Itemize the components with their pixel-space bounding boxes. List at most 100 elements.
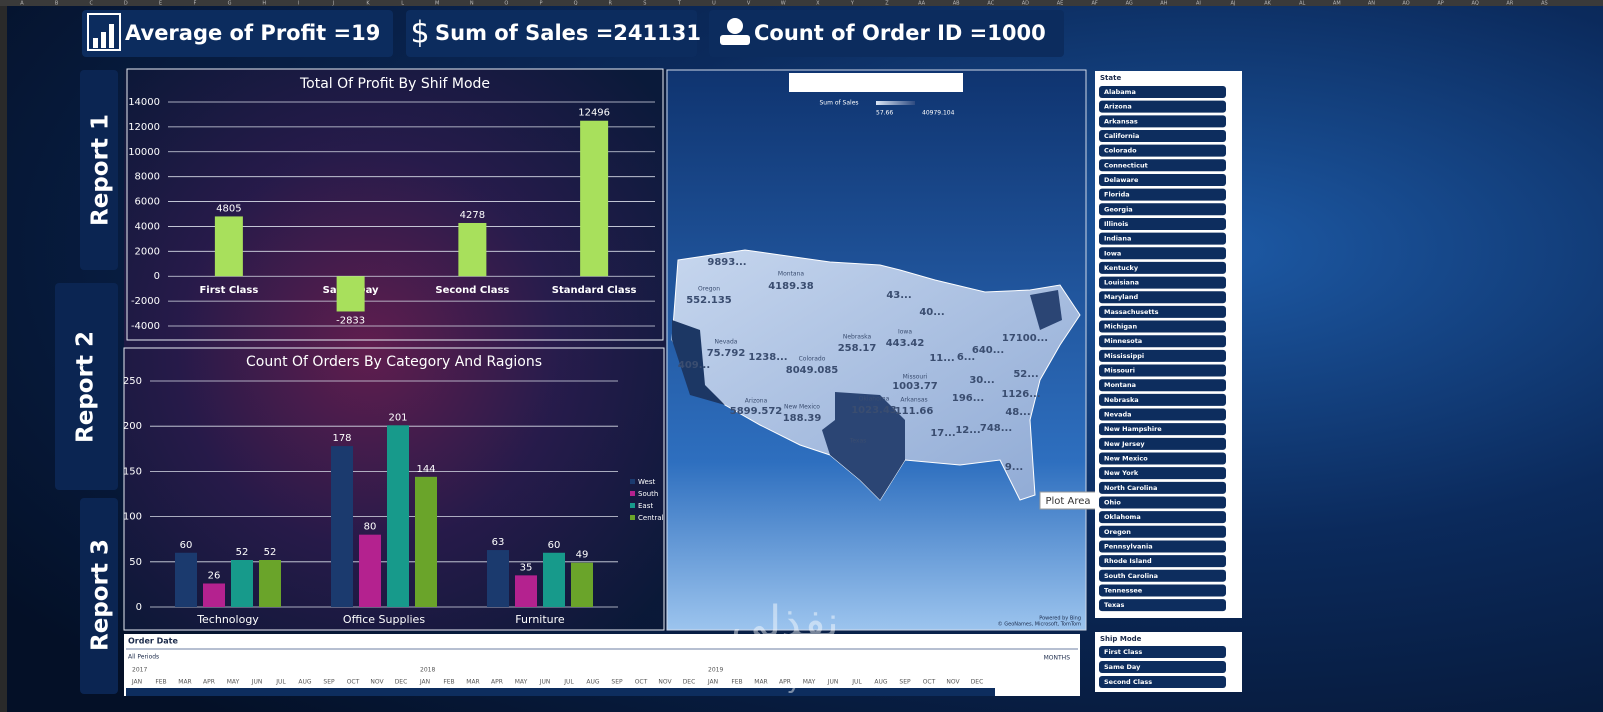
timeline-month[interactable]: APR bbox=[203, 679, 215, 686]
slicer-item-label[interactable]: Arkansas bbox=[1104, 117, 1138, 125]
slicer-item[interactable] bbox=[1099, 661, 1226, 673]
slicer-item[interactable] bbox=[1099, 291, 1226, 304]
slicer-item[interactable] bbox=[1099, 188, 1226, 201]
timeline-month[interactable]: DEC bbox=[971, 679, 984, 686]
slicer-item-label[interactable]: Oklahoma bbox=[1104, 513, 1141, 521]
timeline-bar[interactable] bbox=[126, 688, 995, 696]
slicer-item[interactable] bbox=[1099, 364, 1226, 377]
slicer-item-label[interactable]: Montana bbox=[1104, 381, 1136, 389]
timeline-month[interactable]: SEP bbox=[323, 679, 335, 686]
slicer-item[interactable] bbox=[1099, 540, 1226, 553]
slicer-item[interactable] bbox=[1099, 247, 1226, 260]
slicer-item[interactable] bbox=[1099, 599, 1226, 612]
timeline-month[interactable]: JUN bbox=[251, 679, 263, 686]
report-tab[interactable] bbox=[80, 70, 118, 270]
slicer-item[interactable] bbox=[1099, 320, 1226, 333]
timeline-month[interactable]: NOV bbox=[370, 679, 384, 686]
timeline-month[interactable]: MAY bbox=[515, 679, 528, 686]
slicer-item-label[interactable]: New York bbox=[1104, 469, 1139, 477]
slicer-item-label[interactable]: Minnesota bbox=[1104, 337, 1142, 345]
slicer-item-label[interactable]: Same Day bbox=[1104, 663, 1141, 671]
slicer-item[interactable] bbox=[1099, 379, 1226, 392]
slicer-item-label[interactable]: Rhode Island bbox=[1104, 557, 1152, 565]
slicer-item-label[interactable]: Arizona bbox=[1104, 103, 1132, 111]
timeline-month[interactable]: MAR bbox=[754, 679, 767, 686]
slicer-item[interactable] bbox=[1099, 467, 1226, 480]
slicer-item[interactable] bbox=[1099, 408, 1226, 421]
tab-label[interactable]: Report 2 bbox=[73, 331, 99, 443]
slicer-item[interactable] bbox=[1099, 129, 1226, 142]
slicer-item-label[interactable]: Missouri bbox=[1104, 367, 1135, 375]
slicer-item[interactable] bbox=[1099, 584, 1226, 597]
slicer-item-label[interactable]: California bbox=[1104, 132, 1139, 140]
slicer-item[interactable] bbox=[1099, 115, 1226, 128]
timeline-month[interactable]: DEC bbox=[395, 679, 408, 686]
slicer-item[interactable] bbox=[1099, 452, 1226, 465]
slicer-item-label[interactable]: Nebraska bbox=[1104, 396, 1139, 404]
slicer-item-label[interactable]: Kentucky bbox=[1104, 264, 1139, 272]
timeline-month[interactable]: SEP bbox=[899, 679, 911, 686]
timeline-month[interactable]: OCT bbox=[635, 679, 648, 686]
slicer-item[interactable] bbox=[1099, 173, 1226, 186]
slicer-item-label[interactable]: Indiana bbox=[1104, 235, 1131, 243]
report-tab[interactable] bbox=[55, 283, 118, 490]
timeline-month[interactable]: OCT bbox=[923, 679, 936, 686]
tab-label[interactable]: Report 3 bbox=[88, 539, 114, 651]
timeline-month[interactable]: FEB bbox=[731, 679, 742, 686]
slicer-item-label[interactable]: New Hampshire bbox=[1104, 425, 1162, 433]
timeline-month[interactable]: APR bbox=[779, 679, 791, 686]
slicer-item[interactable] bbox=[1099, 144, 1226, 157]
slicer-item[interactable] bbox=[1099, 349, 1226, 362]
slicer-item[interactable] bbox=[1099, 511, 1226, 524]
tab-label[interactable]: Report 1 bbox=[88, 114, 114, 226]
timeline-month[interactable]: MAY bbox=[803, 679, 816, 686]
slicer-item-label[interactable]: New Mexico bbox=[1104, 455, 1148, 463]
slicer-item[interactable] bbox=[1099, 437, 1226, 450]
timeline-month[interactable]: FEB bbox=[443, 679, 454, 686]
timeline-month[interactable]: AUG bbox=[586, 679, 599, 686]
timeline-month[interactable]: AUG bbox=[874, 679, 887, 686]
timeline-month[interactable]: JUL bbox=[275, 679, 286, 686]
slicer-item-label[interactable]: Delaware bbox=[1104, 176, 1139, 184]
slicer-item-label[interactable]: Georgia bbox=[1104, 205, 1133, 213]
slicer-item[interactable] bbox=[1099, 525, 1226, 538]
slicer-item-label[interactable]: Mississippi bbox=[1104, 352, 1144, 360]
timeline-month[interactable]: JUN bbox=[827, 679, 839, 686]
slicer-item[interactable] bbox=[1099, 159, 1226, 172]
slicer-item[interactable] bbox=[1099, 481, 1226, 494]
slicer-item[interactable] bbox=[1099, 203, 1226, 216]
slicer-item[interactable] bbox=[1099, 232, 1226, 245]
slicer-item[interactable] bbox=[1099, 100, 1226, 113]
slicer-item-label[interactable]: Louisiana bbox=[1104, 279, 1139, 287]
slicer-item[interactable] bbox=[1099, 305, 1226, 318]
slicer-item[interactable] bbox=[1099, 423, 1226, 436]
slicer-item[interactable] bbox=[1099, 496, 1226, 509]
slicer-item-label[interactable]: North Carolina bbox=[1104, 484, 1157, 492]
slicer-item-label[interactable]: Maryland bbox=[1104, 293, 1139, 301]
slicer-item-label[interactable]: Connecticut bbox=[1104, 161, 1148, 169]
slicer-item[interactable] bbox=[1099, 646, 1226, 658]
slicer-item[interactable] bbox=[1099, 393, 1226, 406]
timeline-month[interactable]: FEB bbox=[155, 679, 166, 686]
timeline-month[interactable]: NOV bbox=[658, 679, 672, 686]
timeline-month[interactable]: JAN bbox=[707, 679, 718, 686]
slicer-item-label[interactable]: Ohio bbox=[1104, 498, 1121, 506]
report-tab[interactable] bbox=[80, 498, 118, 694]
slicer-item-label[interactable]: First Class bbox=[1104, 648, 1142, 656]
timeline-month[interactable]: MAY bbox=[227, 679, 240, 686]
slicer-item-label[interactable]: Illinois bbox=[1104, 220, 1128, 228]
slicer-item-label[interactable]: Tennessee bbox=[1104, 586, 1143, 594]
timeline-month[interactable]: OCT bbox=[347, 679, 360, 686]
slicer-item-label[interactable]: Colorado bbox=[1104, 147, 1137, 155]
timeline-month[interactable]: DEC bbox=[683, 679, 696, 686]
slicer-item-label[interactable]: New Jersey bbox=[1104, 440, 1145, 448]
slicer-item-label[interactable]: Second Class bbox=[1104, 678, 1152, 686]
slicer-item-label[interactable]: Michigan bbox=[1104, 323, 1137, 331]
timeline-month[interactable]: AUG bbox=[298, 679, 311, 686]
slicer-item[interactable] bbox=[1099, 555, 1226, 568]
slicer-item-label[interactable]: Iowa bbox=[1104, 249, 1121, 257]
timeline-month[interactable]: JUN bbox=[539, 679, 551, 686]
slicer-item-label[interactable]: Texas bbox=[1104, 601, 1125, 609]
slicer-item[interactable] bbox=[1099, 261, 1226, 274]
slicer-item-label[interactable]: Oregon bbox=[1104, 528, 1131, 536]
